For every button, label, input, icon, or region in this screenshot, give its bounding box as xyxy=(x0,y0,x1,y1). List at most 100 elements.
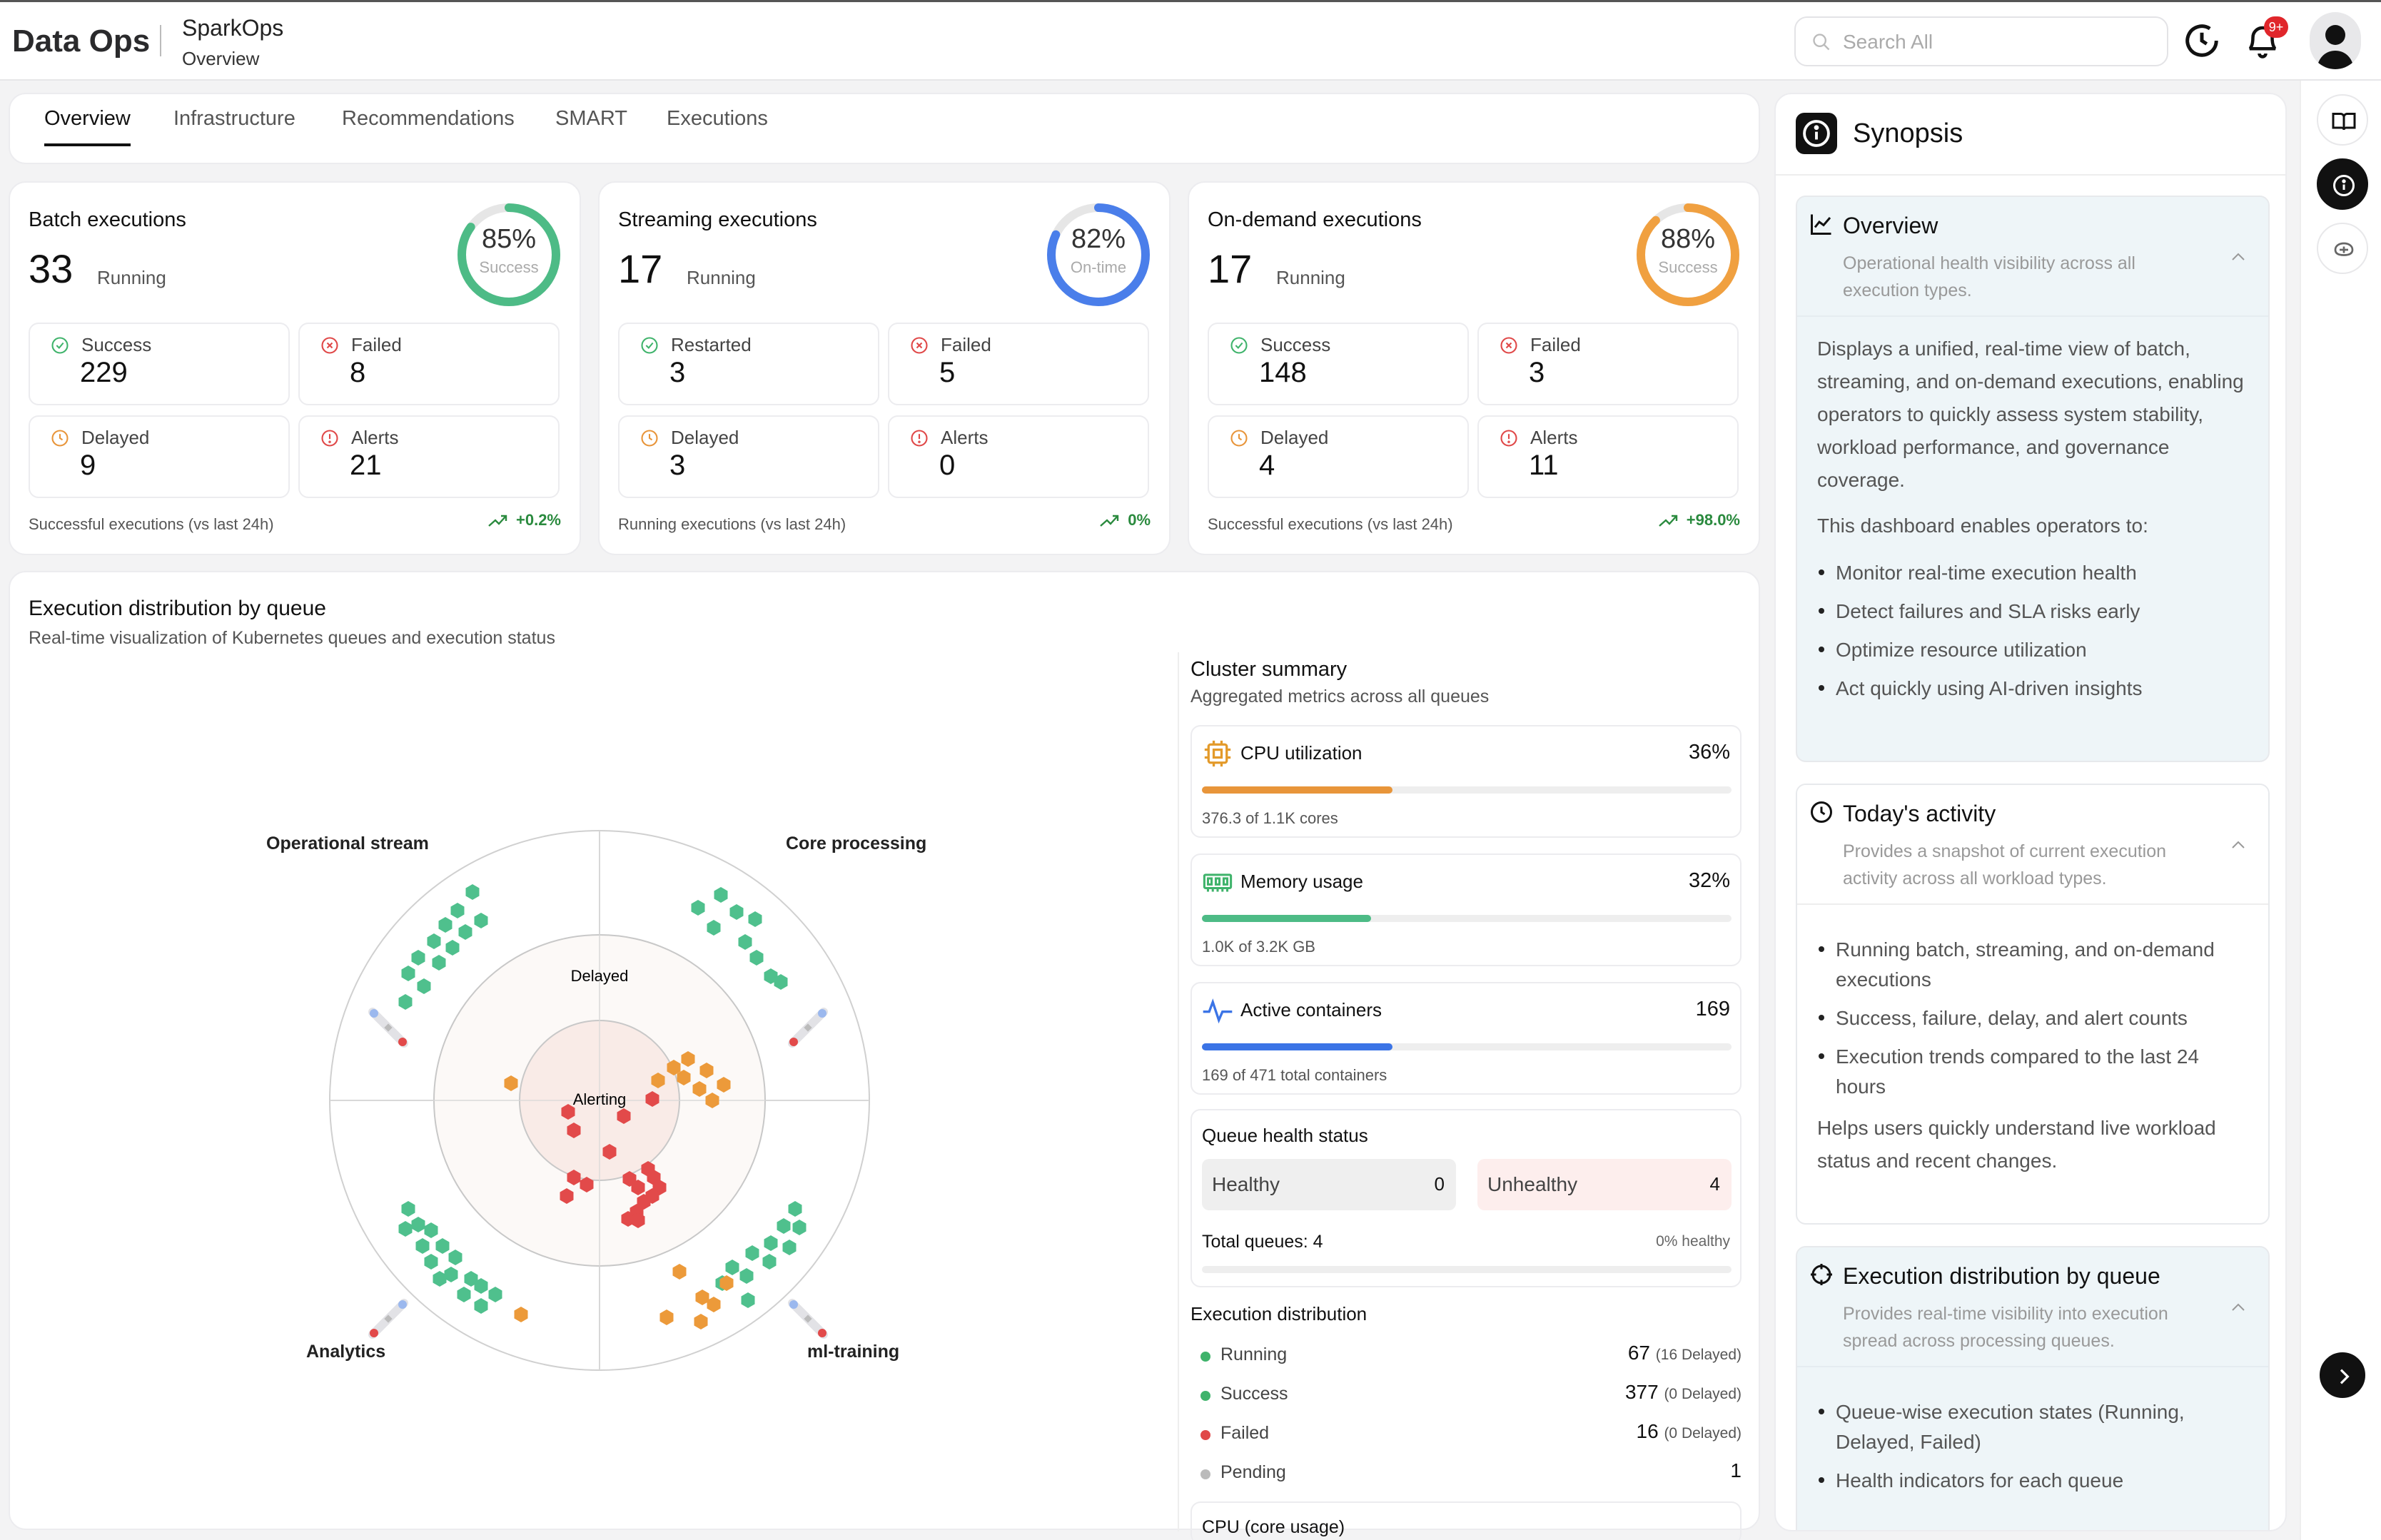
execution-hex[interactable] xyxy=(567,1170,581,1185)
tab-smart[interactable]: SMART xyxy=(555,107,627,130)
book-button[interactable] xyxy=(2317,94,2368,146)
execution-hex[interactable] xyxy=(714,887,728,903)
execution-hex[interactable] xyxy=(707,920,721,936)
execution-hex[interactable] xyxy=(458,924,472,940)
execution-hex[interactable] xyxy=(792,1220,807,1235)
execution-hex[interactable] xyxy=(695,1290,709,1305)
execution-hex[interactable] xyxy=(474,1298,488,1314)
brand-logo[interactable]: Data Ops xyxy=(12,24,151,59)
section-header[interactable]: Overview Operational health visibility a… xyxy=(1797,197,2268,317)
stat-tile[interactable]: Failed 3 xyxy=(1477,323,1739,405)
execution-hex[interactable] xyxy=(749,950,764,966)
stat-tile[interactable]: Delayed 3 xyxy=(618,415,879,498)
execution-hex[interactable] xyxy=(739,1268,754,1284)
execution-hex[interactable] xyxy=(725,1260,739,1275)
execution-hex[interactable] xyxy=(691,900,705,916)
execution-hex[interactable] xyxy=(745,1245,759,1261)
execution-hex[interactable] xyxy=(694,1314,708,1329)
chevron-up-icon[interactable] xyxy=(2230,839,2247,851)
execution-hex[interactable] xyxy=(681,1051,695,1067)
execution-hex[interactable] xyxy=(738,934,752,950)
stat-tile[interactable]: Success 148 xyxy=(1208,323,1469,405)
execution-hex[interactable] xyxy=(514,1307,528,1322)
stat-tile[interactable]: Delayed 9 xyxy=(29,415,290,498)
execution-hex[interactable] xyxy=(705,1093,719,1108)
execution-hex[interactable] xyxy=(788,1201,802,1217)
execution-hex[interactable] xyxy=(774,974,788,990)
execution-hex[interactable] xyxy=(659,1309,674,1325)
execution-hex[interactable] xyxy=(717,1077,731,1093)
history-icon[interactable] xyxy=(2183,21,2221,60)
tab-executions[interactable]: Executions xyxy=(667,107,768,130)
execution-hex[interactable] xyxy=(438,917,453,933)
execution-hex[interactable] xyxy=(617,1108,631,1124)
execution-hex[interactable] xyxy=(580,1177,594,1192)
section-header[interactable]: Execution distribution by queue Provides… xyxy=(1797,1247,2268,1367)
execution-hex[interactable] xyxy=(474,1278,488,1294)
stat-tile[interactable]: Restarted 3 xyxy=(618,323,879,405)
execution-hex[interactable] xyxy=(450,903,465,918)
execution-hex[interactable] xyxy=(411,950,425,966)
avatar[interactable] xyxy=(2310,12,2361,69)
stat-tile[interactable]: Failed 8 xyxy=(298,323,560,405)
execution-hex[interactable] xyxy=(637,1194,651,1210)
stat-tile[interactable]: Delayed 4 xyxy=(1208,415,1469,498)
execution-hex[interactable] xyxy=(645,1091,659,1107)
execution-hex[interactable] xyxy=(561,1104,575,1120)
tab-infrastructure[interactable]: Infrastructure xyxy=(173,107,295,130)
stat-tile[interactable]: Alerts 11 xyxy=(1477,415,1739,498)
execution-hex[interactable] xyxy=(465,884,480,900)
execution-hex[interactable] xyxy=(741,1292,755,1308)
execution-hex[interactable] xyxy=(432,955,446,971)
execution-hex[interactable] xyxy=(401,966,415,981)
tab-overview[interactable]: Overview xyxy=(44,107,131,146)
execution-hex[interactable] xyxy=(748,911,762,927)
execution-hex[interactable] xyxy=(444,1267,458,1282)
execution-hex[interactable] xyxy=(777,1218,791,1234)
execution-hex[interactable] xyxy=(692,1081,707,1097)
search-box[interactable] xyxy=(1794,16,2168,66)
search-input[interactable] xyxy=(1843,26,2157,58)
execution-hex[interactable] xyxy=(707,1297,721,1312)
execution-hex[interactable] xyxy=(398,994,413,1010)
bell-icon[interactable] xyxy=(2243,21,2282,60)
stat-tile[interactable]: Success 229 xyxy=(29,323,290,405)
section-header[interactable]: Today's activity Provides a snapshot of … xyxy=(1797,785,2268,905)
execution-hex[interactable] xyxy=(401,1201,415,1217)
execution-hex[interactable] xyxy=(424,1254,438,1270)
execution-hex[interactable] xyxy=(719,1275,734,1291)
execution-hex[interactable] xyxy=(417,978,431,994)
execution-hex[interactable] xyxy=(427,933,441,949)
execution-hex[interactable] xyxy=(448,1250,462,1265)
info-button[interactable] xyxy=(2317,158,2368,210)
execution-hex[interactable] xyxy=(762,1254,777,1270)
execution-hex[interactable] xyxy=(631,1180,645,1195)
execution-hex[interactable] xyxy=(729,904,744,920)
expand-button[interactable] xyxy=(2320,1352,2365,1398)
execution-hex[interactable] xyxy=(699,1063,714,1078)
brain-button[interactable] xyxy=(2317,223,2368,274)
execution-hex[interactable] xyxy=(567,1123,581,1138)
execution-hex[interactable] xyxy=(445,940,460,956)
execution-hex[interactable] xyxy=(435,1238,450,1254)
execution-hex[interactable] xyxy=(651,1073,665,1088)
execution-hex[interactable] xyxy=(488,1287,502,1302)
chevron-up-icon[interactable] xyxy=(2230,1302,2247,1313)
execution-hex[interactable] xyxy=(602,1144,617,1160)
execution-hex[interactable] xyxy=(398,1221,413,1237)
chevron-up-icon[interactable] xyxy=(2230,251,2247,263)
tab-recommendations[interactable]: Recommendations xyxy=(342,107,515,130)
execution-hex[interactable] xyxy=(411,1217,425,1232)
execution-hex[interactable] xyxy=(672,1264,687,1280)
execution-hex[interactable] xyxy=(474,913,488,928)
execution-hex[interactable] xyxy=(560,1188,574,1204)
execution-hex[interactable] xyxy=(457,1287,471,1302)
execution-hex[interactable] xyxy=(424,1222,438,1238)
execution-hex[interactable] xyxy=(433,1271,447,1287)
stat-tile[interactable]: Failed 5 xyxy=(888,323,1149,405)
execution-hex[interactable] xyxy=(504,1075,518,1091)
stat-tile[interactable]: Alerts 0 xyxy=(888,415,1149,498)
execution-hex[interactable] xyxy=(764,1235,778,1251)
execution-hex[interactable] xyxy=(631,1212,645,1228)
stat-tile[interactable]: Alerts 21 xyxy=(298,415,560,498)
